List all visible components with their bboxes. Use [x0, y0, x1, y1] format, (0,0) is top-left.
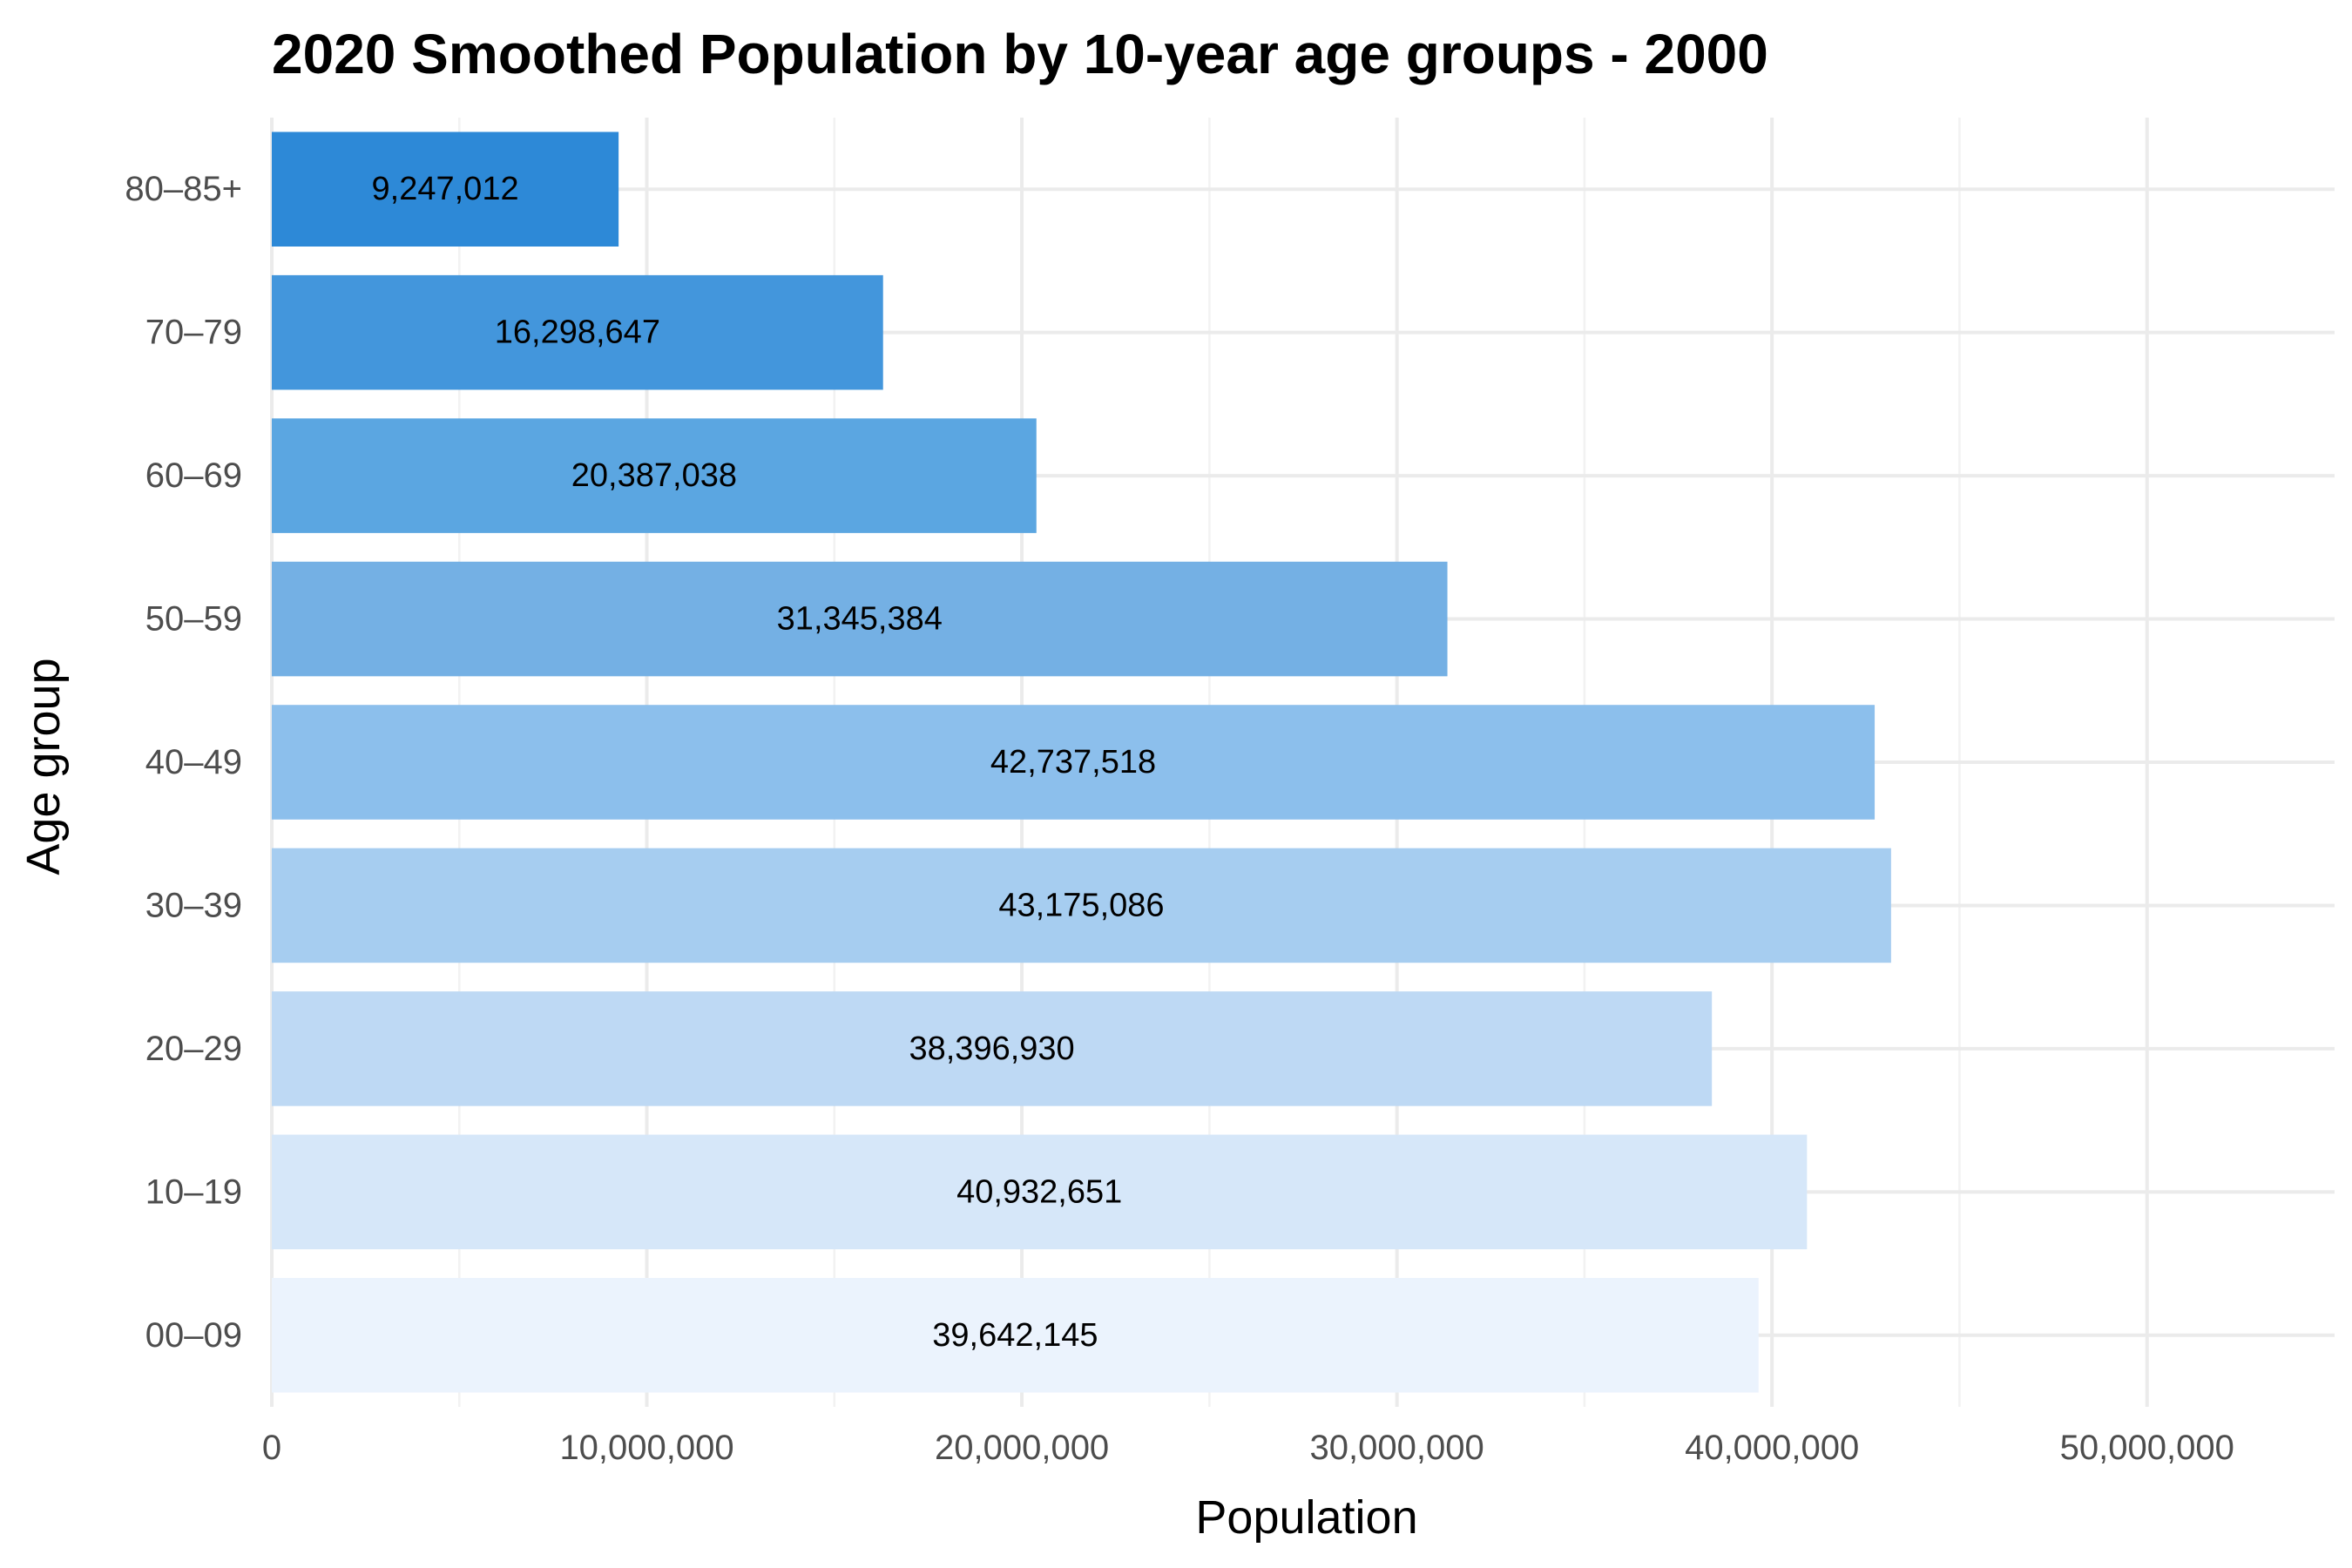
y-tick-label-80–85+: 80–85+: [125, 170, 242, 208]
y-tick-label-30–39: 30–39: [145, 886, 242, 924]
x-tick-label: 10,000,000: [559, 1429, 733, 1467]
bar-80–85+: [272, 132, 619, 247]
y-tick-label-10–19: 10–19: [145, 1173, 242, 1211]
data-label-60–69: 20,387,038: [571, 457, 737, 494]
y-tick-label-50–59: 50–59: [145, 600, 242, 639]
bar-10–19: [272, 1134, 1808, 1250]
data-label-20–29: 38,396,930: [909, 1031, 1074, 1067]
x-tick-label: 50,000,000: [2060, 1429, 2234, 1467]
data-label-50–59: 31,345,384: [777, 601, 943, 638]
y-tick-label-20–29: 20–29: [145, 1030, 242, 1068]
x-axis-title: Population: [1195, 1491, 1417, 1544]
x-tick-label: 30,000,000: [1310, 1429, 1484, 1467]
data-label-30–39: 43,175,086: [998, 887, 1164, 923]
y-axis-title: Age group: [17, 658, 70, 875]
y-tick-label-60–69: 60–69: [145, 456, 242, 495]
bar-20–29: [272, 991, 1713, 1106]
bars: [272, 132, 1891, 1393]
x-tick-label: 0: [262, 1429, 281, 1467]
data-label-00–09: 39,642,145: [932, 1317, 1098, 1354]
bar-70–79: [272, 274, 883, 390]
x-tick-label: 20,000,000: [935, 1429, 1109, 1467]
bar-40–49: [272, 705, 1876, 820]
x-axis-tick-labels: 0 10,000,000 20,000,000 30,000,000 40,000,00…: [262, 1429, 2234, 1467]
y-tick-label-40–49: 40–49: [145, 743, 242, 781]
y-tick-label-70–79: 70–79: [145, 314, 242, 352]
bar-30–39: [272, 848, 1891, 963]
bar-60–69: [272, 418, 1037, 533]
bar-50–59: [272, 561, 1448, 677]
data-label-80–85+: 9,247,012: [372, 171, 519, 207]
y-axis-tick-labels: 00–09 10–19 20–29 30–39 40–49 50–59 60–69 70–79…: [125, 170, 242, 1355]
data-label-70–79: 16,298,647: [495, 314, 660, 351]
x-tick-label: 40,000,000: [1685, 1429, 1859, 1467]
chart-title: 2020 Smoothed Population by 10-year age …: [272, 23, 1768, 85]
y-tick-label-00–09: 00–09: [145, 1316, 242, 1355]
bar-00–09: [272, 1278, 1759, 1393]
data-labels: 39,642,145 40,932,651 38,396,930 43,175,086…: [372, 171, 1165, 1354]
data-label-40–49: 42,737,518: [990, 744, 1156, 781]
data-label-10–19: 40,932,651: [956, 1173, 1122, 1210]
